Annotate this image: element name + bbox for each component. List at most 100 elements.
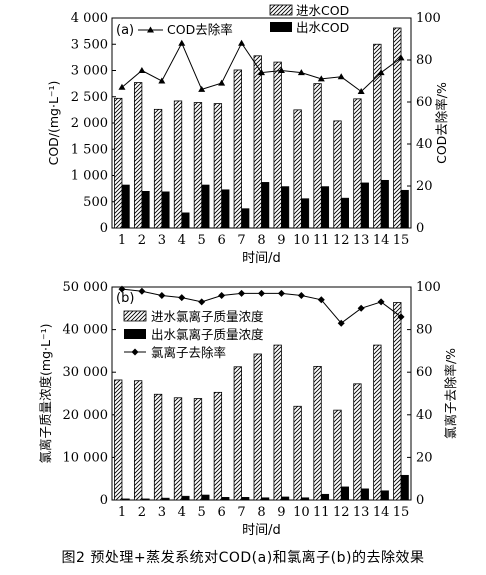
bar-influent — [373, 344, 382, 501]
removal-rate-point — [258, 289, 265, 297]
bar-influent — [233, 69, 242, 229]
x-tick-label: 13 — [353, 505, 370, 520]
bar-influent — [313, 365, 322, 501]
y2-tick-label: 100 — [416, 280, 441, 295]
bar-effluent — [301, 497, 310, 501]
bar-influent — [333, 120, 342, 229]
removal-rate-point — [178, 294, 186, 302]
bar-influent — [114, 379, 123, 501]
bar-effluent — [161, 191, 170, 229]
x-tick-label: 3 — [158, 505, 166, 520]
y2-tick-label: 80 — [416, 323, 433, 338]
bar-influent — [153, 108, 163, 229]
bar-influent — [114, 97, 123, 229]
panel-label: (a) — [116, 23, 134, 38]
bar-influent — [233, 366, 242, 501]
y-tick-label: 20 000 — [63, 408, 109, 423]
legend-swatch — [270, 22, 292, 32]
bar-effluent — [201, 494, 210, 501]
bar-effluent — [380, 490, 389, 501]
legend-label: 进水氯离子质量浓度 — [151, 309, 264, 324]
y2-tick-label: 40 — [416, 408, 433, 423]
removal-rate-point — [357, 88, 365, 94]
removal-rate-point — [317, 296, 325, 304]
x-tick-label: 5 — [198, 233, 206, 248]
bar-influent — [173, 100, 183, 229]
x-tick-label: 10 — [293, 233, 310, 248]
bar-influent — [273, 61, 282, 229]
y-tick-label: 3 500 — [71, 37, 108, 52]
removal-rate-point — [198, 298, 206, 306]
y-tick-label: 0 — [100, 493, 108, 508]
removal-rate-point — [198, 85, 206, 92]
x-tick-label: 10 — [293, 505, 310, 520]
y2-axis-title: COD去除率/% — [434, 82, 449, 164]
bar-influent — [253, 353, 262, 501]
bar-influent — [213, 391, 223, 501]
bar-effluent — [221, 189, 230, 229]
legend-swatch — [124, 329, 146, 339]
x-tick-label: 7 — [237, 233, 245, 248]
bar-influent — [293, 109, 302, 229]
removal-rate-point — [277, 67, 285, 73]
legend-label: 进水COD — [296, 3, 349, 18]
removal-rate-point — [218, 79, 226, 86]
y-tick-label: 0 — [100, 221, 108, 236]
removal-rate-point — [357, 304, 365, 312]
bar-effluent — [181, 495, 190, 501]
bar-effluent — [321, 186, 330, 229]
y2-tick-label: 0 — [416, 221, 424, 236]
legend-marker — [147, 26, 154, 33]
removal-rate-point — [317, 75, 325, 82]
x-tick-label: 14 — [373, 233, 390, 248]
x-tick-label: 13 — [353, 233, 370, 248]
removal-rate-point — [178, 39, 186, 46]
y2-tick-label: 20 — [416, 450, 433, 465]
x-tick-label: 9 — [277, 505, 285, 520]
bar-effluent — [340, 197, 349, 229]
x-tick-label: 2 — [138, 233, 146, 248]
bar-influent — [353, 98, 362, 229]
bar-influent — [133, 82, 143, 229]
bar-effluent — [301, 198, 310, 229]
bar-effluent — [281, 186, 290, 229]
y-tick-label: 3 000 — [71, 64, 108, 79]
removal-rate-point — [138, 287, 146, 295]
bar-effluent — [261, 497, 270, 501]
legend-swatch — [123, 310, 147, 322]
bar-influent — [273, 344, 282, 501]
y-tick-label: 500 — [83, 195, 108, 210]
x-tick-label: 4 — [178, 233, 186, 248]
removal-rate-point — [377, 298, 385, 306]
bar-influent — [173, 397, 183, 501]
legend-label: 出水氯离子质量浓度 — [151, 327, 264, 342]
removal-rate-point — [138, 67, 146, 73]
removal-rate-point — [158, 292, 166, 300]
removal-rate-point — [377, 69, 385, 76]
bar-influent — [213, 103, 223, 229]
legend-swatch — [269, 4, 293, 16]
bar-influent — [313, 83, 322, 229]
x-tick-label: 11 — [313, 505, 330, 520]
removal-rate-point — [258, 69, 265, 76]
x-tick-label: 8 — [257, 505, 265, 520]
removal-rate-point — [397, 54, 405, 61]
y-axis-title: COD/(mg·L⁻¹) — [46, 81, 61, 166]
x-tick-label: 15 — [393, 233, 410, 248]
x-tick-label: 6 — [217, 233, 225, 248]
x-tick-label: 2 — [138, 505, 146, 520]
removal-rate-point — [118, 83, 126, 90]
bar-influent — [293, 405, 302, 501]
x-tick-label: 5 — [198, 505, 206, 520]
bar-effluent — [321, 493, 330, 501]
bar-influent — [253, 55, 262, 229]
bar-effluent — [161, 497, 170, 501]
x-tick-label: 7 — [237, 505, 245, 520]
bar-influent — [353, 383, 362, 501]
bar-influent — [393, 27, 402, 229]
bar-influent — [393, 302, 402, 501]
removal-rate-point — [238, 39, 246, 46]
y-tick-label: 10 000 — [63, 450, 109, 465]
x-tick-label: 3 — [158, 233, 166, 248]
